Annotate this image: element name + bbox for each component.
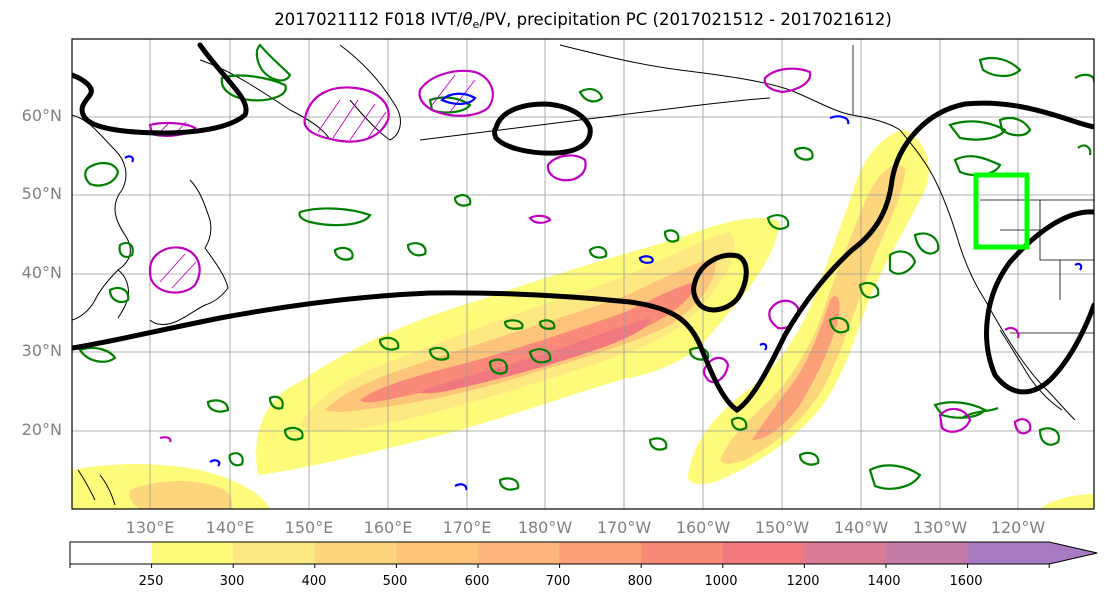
region-box	[973, 172, 1030, 250]
ivt-se-corner	[1040, 494, 1094, 509]
colorbar	[69, 541, 1098, 568]
ivt-band-mid2	[325, 258, 716, 412]
lat-label-20n: 20°N	[21, 420, 62, 439]
coast-okhotsk	[199, 59, 331, 141]
colorbar-swatch	[396, 542, 479, 564]
colorbar-swatch	[804, 542, 887, 564]
colorbar-label-1200: 1200	[786, 574, 820, 589]
theta-e-loop-mid	[691, 252, 749, 313]
lat-label-30n: 30°N	[21, 341, 62, 360]
map-title: 2017021112 F018 IVT/θe/PV, precipitation…	[274, 10, 892, 31]
colorbar-label-800: 800	[627, 574, 653, 589]
map-panel	[72, 39, 1094, 509]
lon-label-130e: 130°E	[125, 518, 175, 537]
colorbar-swatch	[151, 542, 234, 564]
colorbar-label-1400: 1400	[867, 574, 901, 589]
lon-label-150w: 150°W	[754, 518, 810, 537]
lat-label-60n: 60°N	[21, 106, 62, 125]
colorbar-label-600: 600	[464, 574, 490, 589]
pv-loop-center	[702, 356, 730, 384]
theta-e-loop-bering	[492, 101, 593, 156]
coast-kamchatka	[339, 44, 401, 141]
lon-label-130w: 130°W	[912, 518, 968, 537]
pv-loop-mid	[546, 154, 587, 182]
colorbar-swatch	[641, 542, 724, 564]
theta-e-east-loop	[984, 209, 1094, 395]
colorbar-label-250: 250	[138, 574, 164, 589]
lat-label-40n: 40°N	[21, 263, 62, 282]
lon-label-160e: 160°E	[363, 518, 413, 537]
ivt-sw-corner-mid	[129, 481, 233, 509]
pv-loop-baja	[1004, 326, 1020, 339]
lon-label-120w: 120°W	[990, 518, 1046, 537]
colorbar-swatch	[233, 542, 316, 564]
colorbar-swatch	[559, 542, 642, 564]
colorbar-label-500: 500	[382, 574, 408, 589]
theta-e-north	[72, 42, 249, 136]
colorbar-swatch	[70, 542, 153, 564]
lon-label-160w: 160°W	[675, 518, 731, 537]
border-state-1	[1039, 200, 1094, 261]
lon-label-170w: 170°W	[596, 518, 652, 537]
map-frame	[71, 38, 1095, 510]
coast-alaska	[559, 44, 901, 131]
lon-label-170e: 170°E	[442, 518, 492, 537]
colorbar-extend-arrow	[1048, 542, 1098, 564]
colorbar-label-1000: 1000	[704, 574, 738, 589]
coast-sakhalin	[189, 179, 212, 249]
coast-aleutians	[419, 97, 771, 141]
lon-label-150e: 150°E	[284, 518, 334, 537]
lon-label-180w: 180°W	[517, 518, 573, 537]
pv-loop-tiny	[159, 436, 172, 443]
theta-e-main	[72, 100, 1094, 414]
pv-loop-bering	[418, 69, 494, 117]
theta-e-contours	[72, 42, 1094, 414]
coast-na-west	[899, 129, 1076, 421]
pv-hatched-korea	[148, 246, 201, 294]
colorbar-label-300: 300	[219, 574, 245, 589]
pv-magenta-contours	[148, 67, 1032, 443]
colorbar-label-700: 700	[545, 574, 571, 589]
colorbar-label-1600: 1600	[949, 574, 983, 589]
ivt-east-branch-core	[752, 296, 840, 440]
pv-hatching	[159, 74, 476, 289]
colorbar-label-400: 400	[301, 574, 327, 589]
pv-loop-small	[528, 214, 552, 224]
pv-hatched-okhotsk	[148, 121, 197, 137]
coastlines	[72, 44, 1076, 506]
pv-blue-contours	[124, 92, 1083, 491]
colorbar-swatch	[478, 542, 561, 564]
ivt-band-core	[360, 282, 695, 403]
pv-green-contours	[78, 43, 1094, 491]
colorbar-swatch	[314, 542, 397, 564]
pv-loop-gulf	[763, 67, 812, 94]
ivt-east-branch-mid	[720, 165, 905, 464]
coast-philippines	[77, 469, 116, 506]
lat-label-50n: 50°N	[21, 184, 62, 203]
lon-label-140e: 140°E	[205, 518, 255, 537]
colorbar-swatch	[886, 542, 969, 564]
pv-hatched-kamchatka	[303, 86, 390, 143]
colorbar-swatch	[722, 542, 805, 564]
coast-asia	[72, 114, 131, 321]
coast-japan	[149, 247, 229, 325]
lon-label-140w: 140°W	[833, 518, 889, 537]
pv-loop-south2	[1013, 418, 1032, 435]
colorbar-outline	[69, 541, 1098, 565]
coast-baja	[999, 329, 1063, 411]
pv-loop-south	[938, 407, 972, 433]
ivt-band-core2	[420, 318, 650, 394]
colorbar-swatch	[967, 542, 1050, 564]
